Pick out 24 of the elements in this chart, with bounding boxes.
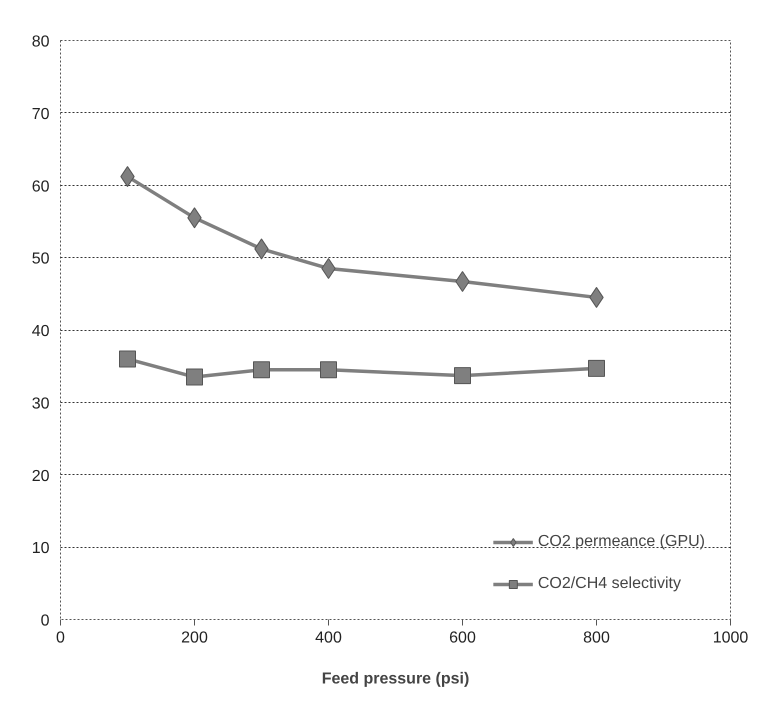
x-tick-label: 200 xyxy=(181,630,208,646)
y-tick-label: 50 xyxy=(32,250,50,268)
y-tick-label: 10 xyxy=(32,540,50,558)
x-tick-label: 0 xyxy=(56,630,66,646)
y-tick-label: 80 xyxy=(32,34,50,50)
x-tick-label: 1000 xyxy=(712,630,748,646)
x-tick-label: 800 xyxy=(583,630,610,646)
point xyxy=(119,350,136,368)
y-tick-label: 60 xyxy=(32,178,50,196)
point xyxy=(454,367,471,384)
point xyxy=(588,360,605,377)
legend-label: CO2 permeance (GPU) xyxy=(538,533,705,551)
x-tick-label: 400 xyxy=(315,630,342,646)
y-tick-label: 40 xyxy=(32,323,50,340)
y-tick-label: 70 xyxy=(32,106,50,123)
point xyxy=(186,368,203,386)
y-tick-label: 20 xyxy=(32,468,50,485)
y-tick-label: 0 xyxy=(40,612,50,630)
legend-label: CO2/CH4 selectivity xyxy=(538,575,681,593)
x-axis-title: Feed pressure (psi) xyxy=(322,670,470,688)
y-tick-label: 30 xyxy=(32,395,50,412)
x-tick-label: 600 xyxy=(449,630,476,646)
point xyxy=(253,361,270,378)
point xyxy=(320,361,337,378)
